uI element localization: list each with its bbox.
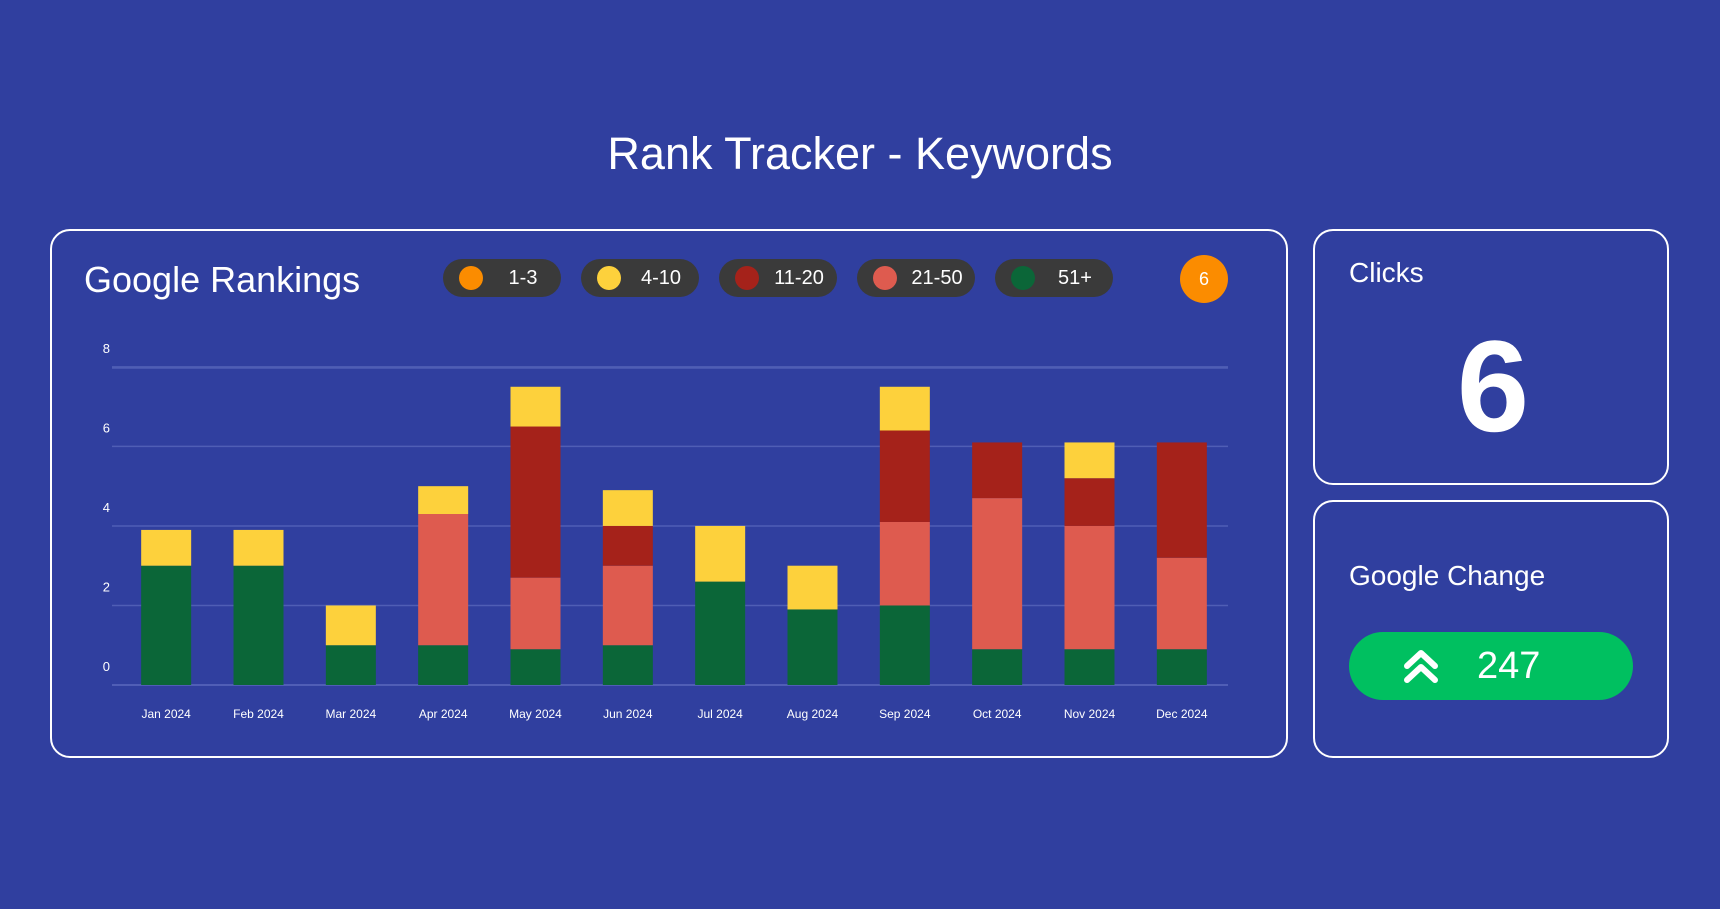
legend-label: 4-10 bbox=[640, 267, 682, 289]
x-tick-label: Dec 2024 bbox=[1156, 707, 1208, 721]
bar-segment-11-20-sep-2024[interactable] bbox=[879, 430, 930, 522]
rankings-title: Google Rankings bbox=[84, 259, 361, 300]
bar-segment-51-plus-jan-2024[interactable] bbox=[141, 565, 192, 685]
x-tick-label: Apr 2024 bbox=[419, 707, 468, 721]
rankings-bar-chart: 0 2 4 6 8 Jan 2024 Feb 2024 Mar 2024 Apr 2024 May… bbox=[103, 341, 1228, 721]
bar-segment-4-10-sep-2024[interactable] bbox=[879, 386, 930, 431]
double-chevron-up-icon bbox=[1404, 650, 1438, 683]
bar-segment-51-plus-jul-2024[interactable] bbox=[695, 581, 746, 685]
bar-segment-51-plus-feb-2024[interactable] bbox=[233, 565, 284, 685]
bar-segment-11-20-jun-2024[interactable] bbox=[602, 525, 653, 566]
y-tick-label: 0 bbox=[103, 659, 110, 674]
y-tick-label: 6 bbox=[103, 420, 110, 435]
x-tick-label: Jul 2024 bbox=[697, 707, 743, 721]
bar-segment-21-50-nov-2024[interactable] bbox=[1064, 525, 1115, 650]
bar-segment-4-10-nov-2024[interactable] bbox=[1064, 442, 1115, 479]
bar-segment-4-10-aug-2024[interactable] bbox=[787, 565, 838, 610]
clicks-label: Clicks bbox=[1349, 257, 1424, 288]
legend-dot-51-plus bbox=[1011, 266, 1035, 290]
x-tick-label: Feb 2024 bbox=[233, 707, 284, 721]
page-title: Rank Tracker - Keywords bbox=[607, 128, 1113, 179]
x-tick-label: Aug 2024 bbox=[787, 707, 839, 721]
legend-label: 1-3 bbox=[508, 267, 538, 289]
bar-segment-21-50-sep-2024[interactable] bbox=[879, 521, 930, 606]
y-tick-label: 4 bbox=[103, 500, 110, 515]
legend-label: 11-20 bbox=[774, 267, 824, 289]
bar-segment-21-50-jun-2024[interactable] bbox=[602, 565, 653, 646]
bar-segment-11-20-may-2024[interactable] bbox=[510, 426, 561, 578]
legend-dot-1-3 bbox=[459, 266, 483, 290]
change-value: 247 bbox=[1477, 645, 1541, 687]
bar-segment-11-20-dec-2024[interactable] bbox=[1156, 442, 1207, 558]
rankings-card: Google Rankings 1-3 4-10 11-20 21-50 51+… bbox=[50, 229, 1288, 758]
bar-segment-51-plus-oct-2024[interactable] bbox=[972, 649, 1023, 685]
keyword-count-badge: 6 bbox=[1180, 255, 1228, 303]
clicks-card: Clicks 6 bbox=[1313, 229, 1669, 485]
bar-segment-51-plus-may-2024[interactable] bbox=[510, 649, 561, 685]
bar-segment-11-20-oct-2024[interactable] bbox=[972, 442, 1023, 499]
bar-segment-51-plus-apr-2024[interactable] bbox=[418, 645, 469, 685]
legend-label: 21-50 bbox=[911, 267, 963, 289]
google-change-label: Google Change bbox=[1349, 560, 1546, 591]
legend-item-4-10[interactable]: 4-10 bbox=[581, 259, 699, 297]
bar-segment-4-10-feb-2024[interactable] bbox=[233, 529, 284, 566]
x-tick-label: Nov 2024 bbox=[1064, 707, 1116, 721]
y-tick-label: 2 bbox=[103, 579, 110, 594]
bar-segment-21-50-oct-2024[interactable] bbox=[972, 498, 1023, 650]
bar-segment-4-10-jan-2024[interactable] bbox=[141, 529, 192, 566]
bar-segment-4-10-mar-2024[interactable] bbox=[325, 605, 376, 646]
clicks-value: 6 bbox=[1456, 313, 1530, 459]
bar-segment-51-plus-aug-2024[interactable] bbox=[787, 609, 838, 685]
legend-item-11-20[interactable]: 11-20 bbox=[719, 259, 837, 297]
x-tick-label: May 2024 bbox=[509, 707, 562, 721]
bar-segment-51-plus-nov-2024[interactable] bbox=[1064, 649, 1115, 685]
bar-segment-51-plus-sep-2024[interactable] bbox=[879, 605, 930, 685]
legend-dot-4-10 bbox=[597, 266, 621, 290]
legend-label: 51+ bbox=[1058, 267, 1092, 289]
legend-item-21-50[interactable]: 21-50 bbox=[857, 259, 975, 297]
google-change-card: Google Change 247 bbox=[1313, 500, 1669, 758]
y-tick-label: 8 bbox=[103, 341, 110, 356]
x-tick-label: Sep 2024 bbox=[879, 707, 931, 721]
x-tick-label: Jun 2024 bbox=[603, 707, 653, 721]
bar-segment-4-10-jun-2024[interactable] bbox=[602, 490, 653, 526]
bar-segment-21-50-may-2024[interactable] bbox=[510, 577, 561, 650]
x-tick-label: Jan 2024 bbox=[141, 707, 191, 721]
bar-segment-21-50-apr-2024[interactable] bbox=[418, 514, 469, 646]
bar-segment-51-plus-mar-2024[interactable] bbox=[325, 645, 376, 685]
legend-dot-11-20 bbox=[735, 266, 759, 290]
bar-segment-51-plus-dec-2024[interactable] bbox=[1156, 649, 1207, 685]
legend-dot-21-50 bbox=[873, 266, 897, 290]
x-tick-label: Mar 2024 bbox=[325, 707, 376, 721]
bar-segment-51-plus-jun-2024[interactable] bbox=[602, 645, 653, 685]
bar-segment-4-10-apr-2024[interactable] bbox=[418, 486, 469, 515]
bar-segment-4-10-jul-2024[interactable] bbox=[695, 525, 746, 582]
x-tick-label: Oct 2024 bbox=[973, 707, 1022, 721]
bar-segment-11-20-nov-2024[interactable] bbox=[1064, 478, 1115, 526]
legend-item-1-3[interactable]: 1-3 bbox=[443, 259, 561, 297]
change-pill: 247 bbox=[1349, 632, 1633, 700]
bar-segment-4-10-may-2024[interactable] bbox=[510, 386, 561, 427]
legend-item-51-plus[interactable]: 51+ bbox=[995, 259, 1113, 297]
bar-segment-21-50-dec-2024[interactable] bbox=[1156, 557, 1207, 650]
